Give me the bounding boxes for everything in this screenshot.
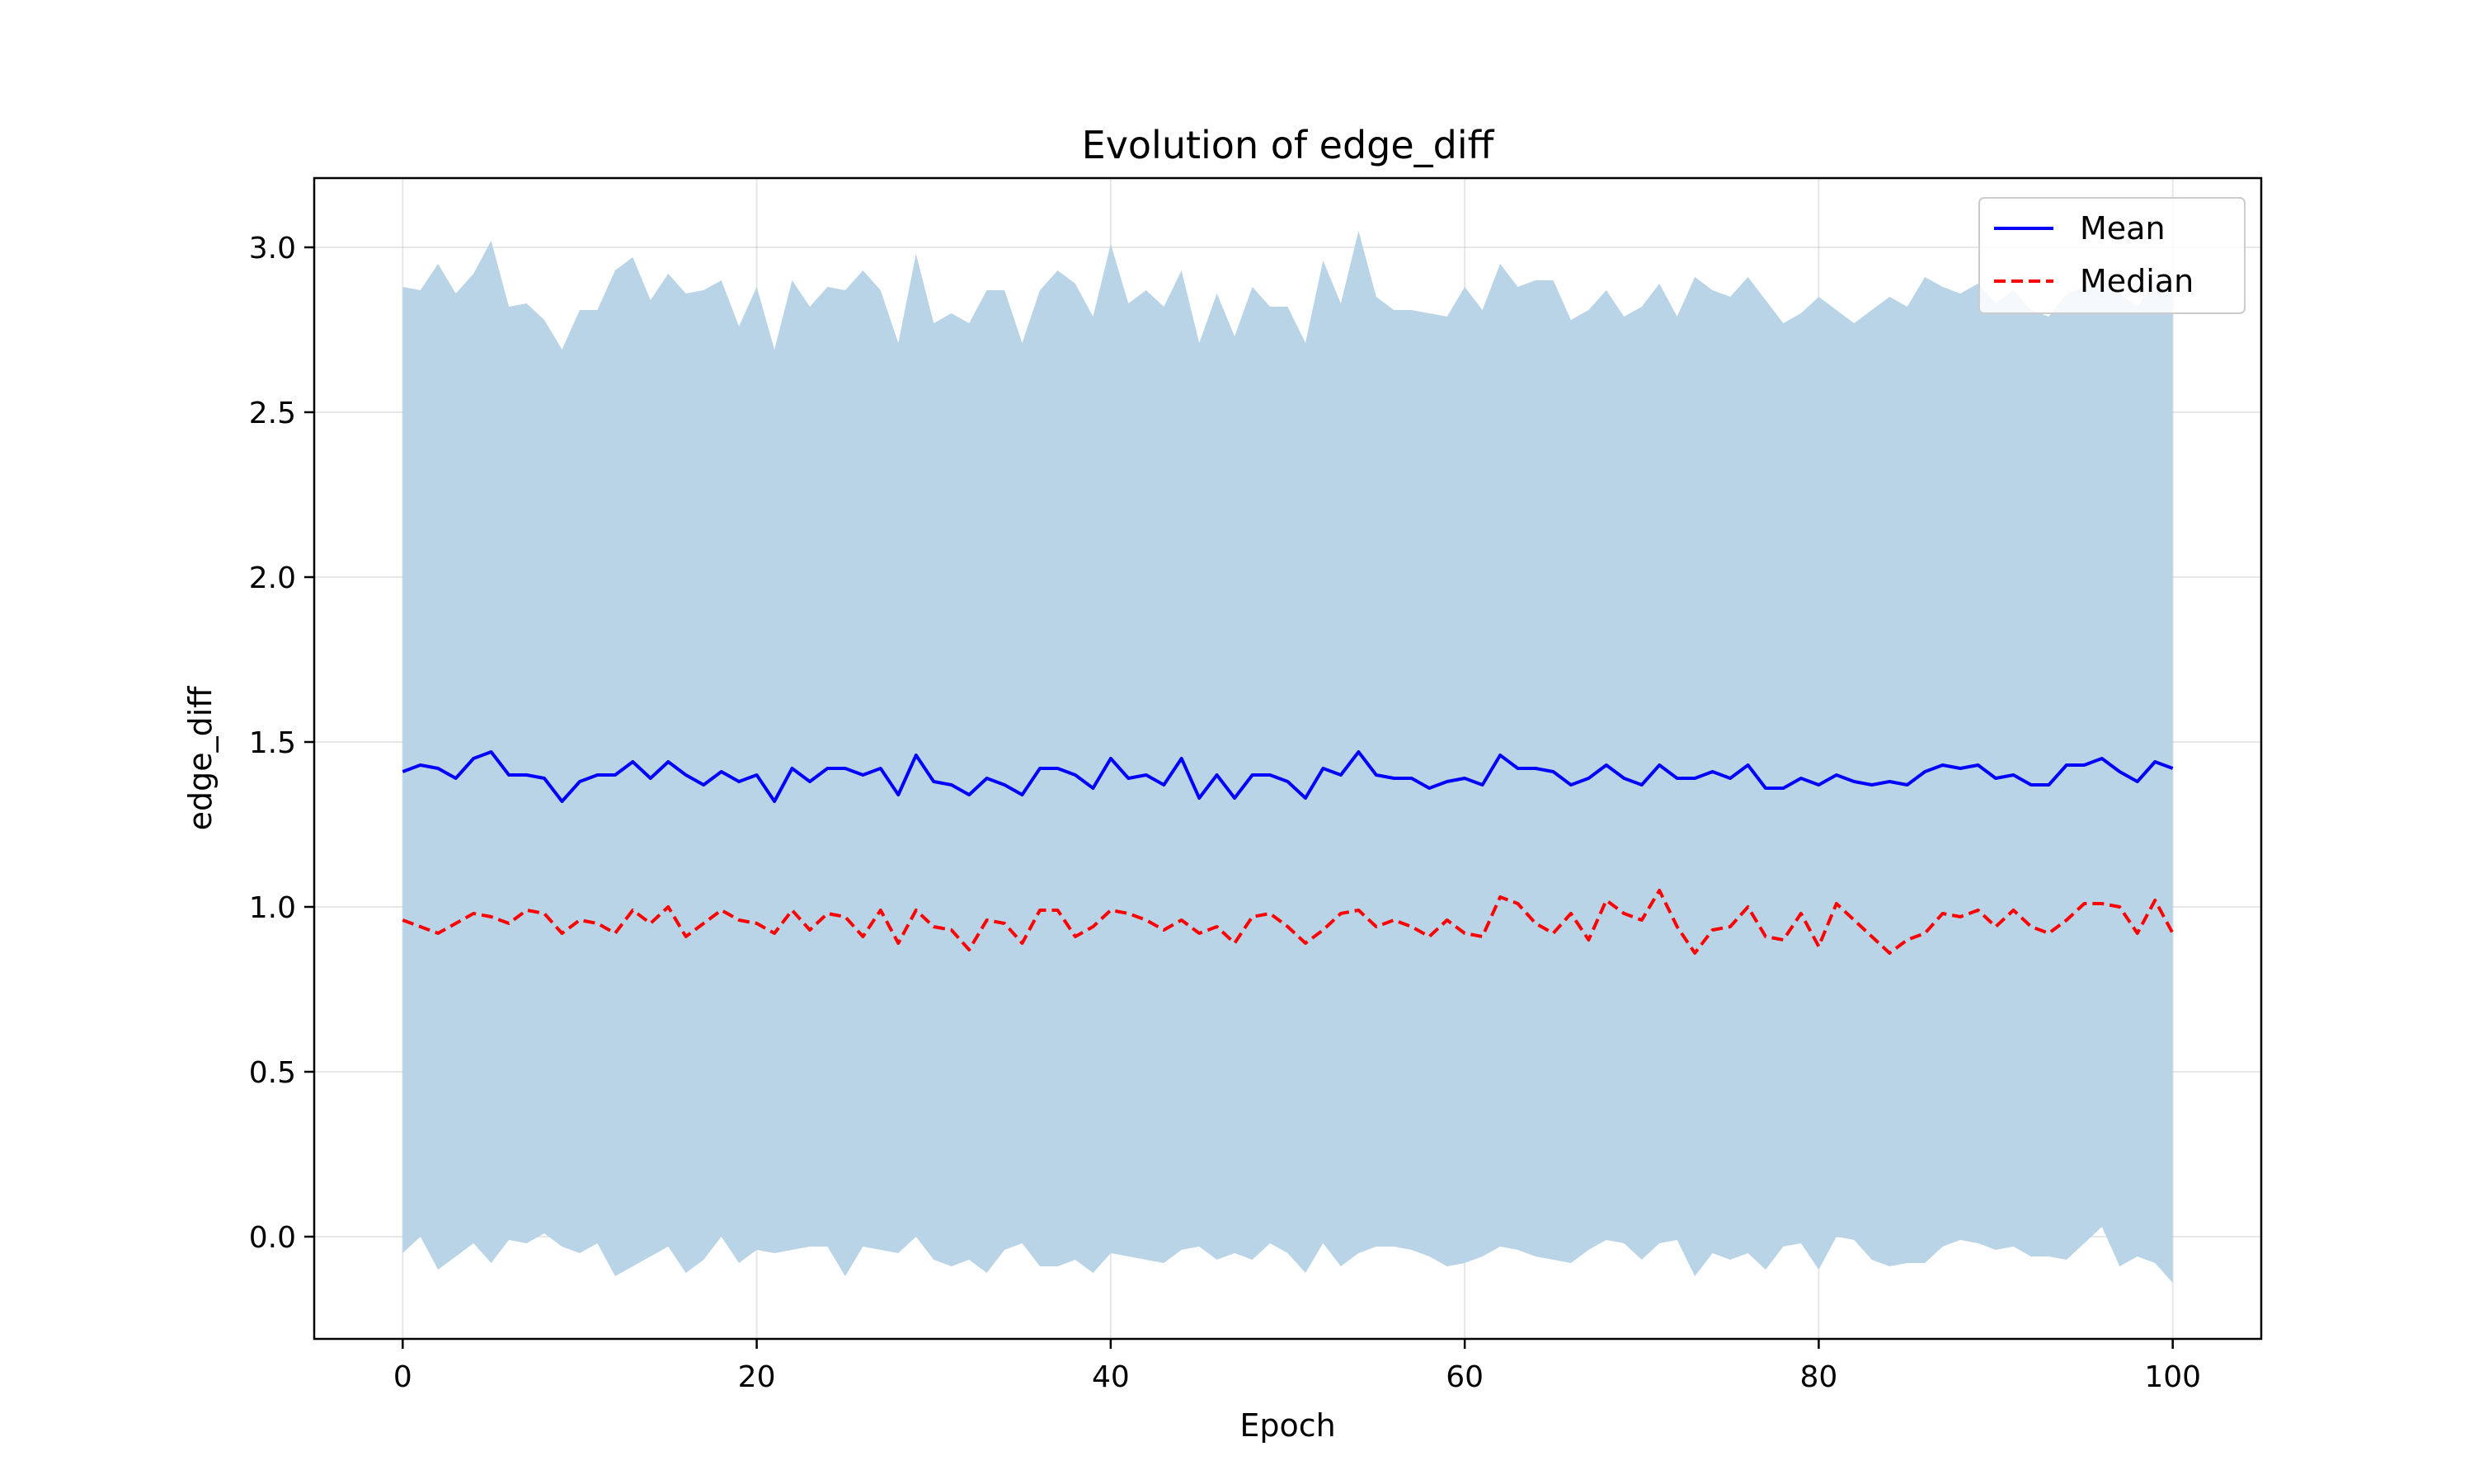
y-tick-label: 1.0 [249,891,296,925]
min-max-band [402,231,2173,1283]
y-tick-label: 0.5 [249,1056,296,1090]
x-tick-label: 40 [1092,1360,1130,1394]
y-tick-label: 1.5 [249,726,296,760]
series-layer [402,750,2175,955]
x-tick-label: 0 [393,1360,412,1394]
series-line-median [402,889,2175,955]
y-tick-label: 2.0 [249,561,296,595]
y-axis-ticks: 0.0 0.5 1.0 1.5 2.0 2.5 3.0 [249,232,314,1255]
chart-title: Evolution of edge_diff [1082,123,1495,167]
y-tick-label: 3.0 [249,232,296,265]
y-axis-label: edge_diff [182,686,219,831]
band-layer [402,231,2173,1283]
legend-label-mean: Mean [2080,210,2166,247]
x-tick-label: 20 [738,1360,776,1394]
x-axis-ticks: 0 20 40 60 80 100 [393,1339,2201,1394]
x-tick-label: 80 [1800,1360,1838,1394]
legend: Mean Median [1978,197,2246,314]
plot-frame [313,176,2263,1341]
legend-label-median: Median [2080,263,2194,299]
x-axis-label: Epoch [1239,1407,1335,1444]
series-line-mean [402,750,2174,803]
x-tick-label: 60 [1446,1360,1484,1394]
y-tick-label: 0.0 [249,1221,296,1255]
x-tick-label: 100 [2144,1360,2201,1394]
y-tick-label: 2.5 [249,397,296,430]
